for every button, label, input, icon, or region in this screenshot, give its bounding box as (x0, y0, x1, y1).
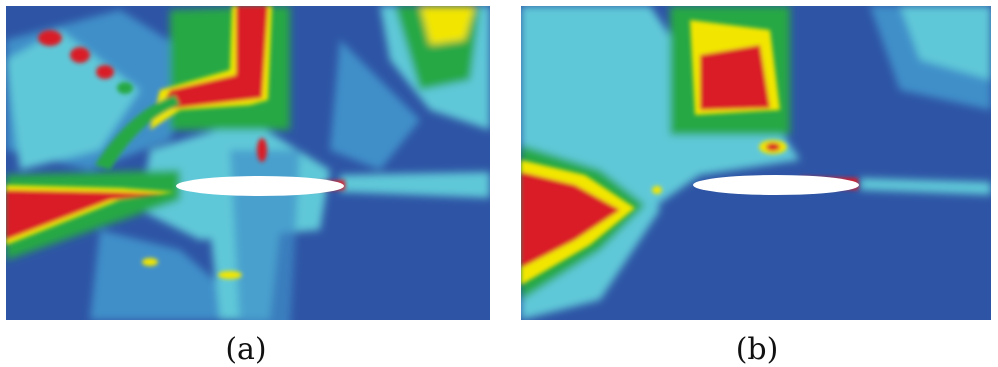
panel-label: (b) (736, 332, 779, 367)
panel-label: (a) (225, 332, 266, 367)
contour-plot-a (6, 6, 490, 320)
contour-plot-b (521, 6, 991, 320)
